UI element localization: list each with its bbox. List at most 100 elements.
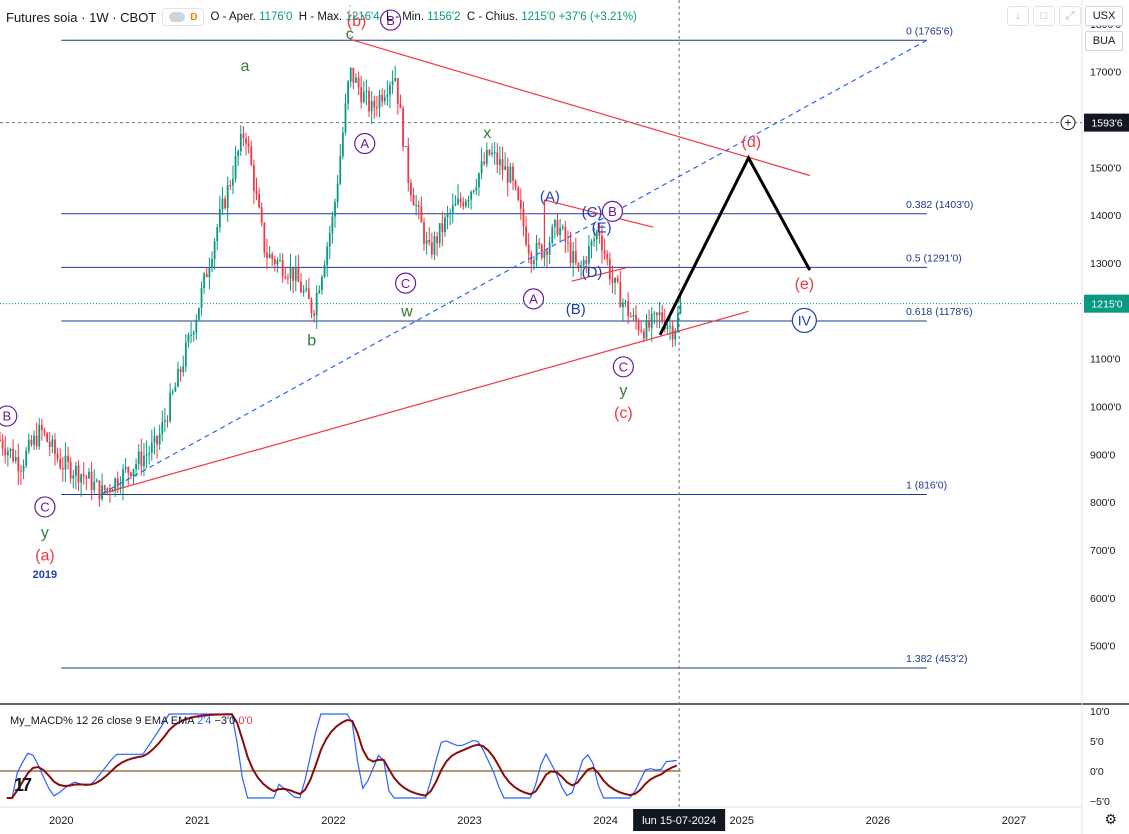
candle-body (75, 465, 77, 476)
candle-body (69, 461, 72, 479)
wave-label: (e) (795, 276, 815, 293)
wave-label: y (41, 525, 49, 542)
candle-body (208, 268, 211, 278)
candle-body (297, 267, 300, 282)
wave-label-circle (0, 405, 18, 427)
candle-body (454, 203, 457, 206)
candle-body (336, 183, 339, 203)
candle-body (666, 326, 669, 330)
wave-label: (c) (614, 405, 633, 422)
candle-body (538, 242, 541, 245)
candle-body (1, 440, 4, 449)
wave-label-circle (791, 307, 817, 334)
candle-body (360, 87, 363, 103)
macd-pane: 10'0 5'0 0'0 −5'0 (0, 706, 1110, 808)
candle-body (444, 217, 446, 232)
wave-label: y (619, 383, 627, 400)
candle-body (273, 259, 276, 265)
candle-body (650, 313, 653, 328)
candle-body (394, 78, 397, 81)
candle-body (370, 101, 373, 112)
wave-label: C (401, 276, 410, 291)
candle-body (556, 220, 559, 235)
candle-body (417, 205, 420, 207)
candle-body (412, 194, 415, 206)
macd-legend[interactable]: My_MACD% 12 26 close 9 EMA EMA 2'4 −3'0 … (10, 715, 253, 727)
candle-body (143, 455, 145, 467)
candle-body (352, 67, 355, 83)
candle-body (95, 480, 98, 482)
candle-body (637, 321, 640, 331)
candle-body (247, 143, 250, 147)
candle-body (389, 84, 391, 95)
candle-body (211, 259, 213, 269)
candle-body (355, 77, 357, 83)
square-icon[interactable]: □ (1033, 6, 1055, 26)
arrow-down-icon[interactable]: ↓ (1007, 6, 1029, 26)
wave-label: A (360, 136, 369, 151)
fib-label: 0.618 (1178'6) (906, 306, 973, 318)
wave-label: (A) (540, 188, 560, 205)
candle-body (48, 441, 51, 447)
candle-body (127, 467, 130, 473)
toggle-icon[interactable] (169, 12, 186, 22)
candle-body (56, 453, 59, 459)
candle-body (449, 212, 452, 214)
candle-body (252, 165, 255, 192)
y-tick-label: 700'0 (1090, 545, 1116, 557)
date-tag-label: lun 15-07-2024 (642, 815, 716, 827)
ohlc-open-value: 1176'0 (259, 11, 293, 23)
expand-icon[interactable]: ⤢ (1059, 6, 1081, 26)
candle-body (517, 187, 520, 200)
symbol-title[interactable]: Futures soia · 1W · CBOT (6, 9, 157, 25)
candle-body (20, 471, 22, 473)
candle-body (158, 434, 161, 445)
candle-body (103, 485, 106, 491)
candle-body (242, 133, 245, 139)
candle-body (457, 198, 459, 204)
candle-body (114, 478, 117, 492)
candle-body (540, 244, 543, 258)
fib-label: 0.382 (1403'0) (906, 199, 973, 211)
macd-tick-label: 0'0 (1090, 766, 1104, 778)
x-tick-label: 2023 (457, 815, 481, 827)
currency-select[interactable]: USX (1085, 6, 1123, 26)
candle-body (232, 178, 234, 186)
candle-body (533, 260, 535, 264)
candle-body (77, 465, 80, 483)
candle-body (582, 260, 585, 266)
candle-body (93, 481, 96, 491)
candle-body (629, 316, 632, 318)
candle-body (190, 334, 192, 336)
gear-icon[interactable]: ⚙ (1104, 811, 1117, 827)
candle-body (205, 273, 208, 278)
candle-body (527, 244, 530, 254)
y-tick-label: 1000'0 (1090, 401, 1121, 413)
candle-body (80, 474, 83, 483)
candle-body (543, 250, 546, 258)
wave-label-circle (612, 356, 634, 378)
candle-body (171, 391, 174, 393)
candle-body (4, 448, 7, 456)
fib-label: 0.5 (1291'0) (906, 252, 962, 264)
candle-body (116, 478, 119, 488)
unit-select[interactable]: BUA (1085, 31, 1123, 51)
ohlc-change-value: +37'6 (+3.21%) (558, 11, 637, 23)
price-tag-last (1084, 294, 1129, 313)
candle-body (499, 159, 501, 165)
candle-body (593, 239, 596, 241)
trend_dashed-line (101, 39, 928, 495)
candle-body (383, 96, 386, 102)
candle-body (38, 424, 41, 447)
candle-body (433, 236, 436, 255)
candle-body (410, 182, 412, 195)
candle-body (234, 155, 237, 179)
x-tick-label: 2026 (866, 815, 890, 827)
candle-body (9, 448, 12, 452)
price-tag-last-label: 1215'0 (1091, 299, 1122, 311)
candle-body (106, 488, 109, 491)
indicator-pill[interactable]: D (162, 8, 205, 26)
candle-body (14, 457, 17, 462)
